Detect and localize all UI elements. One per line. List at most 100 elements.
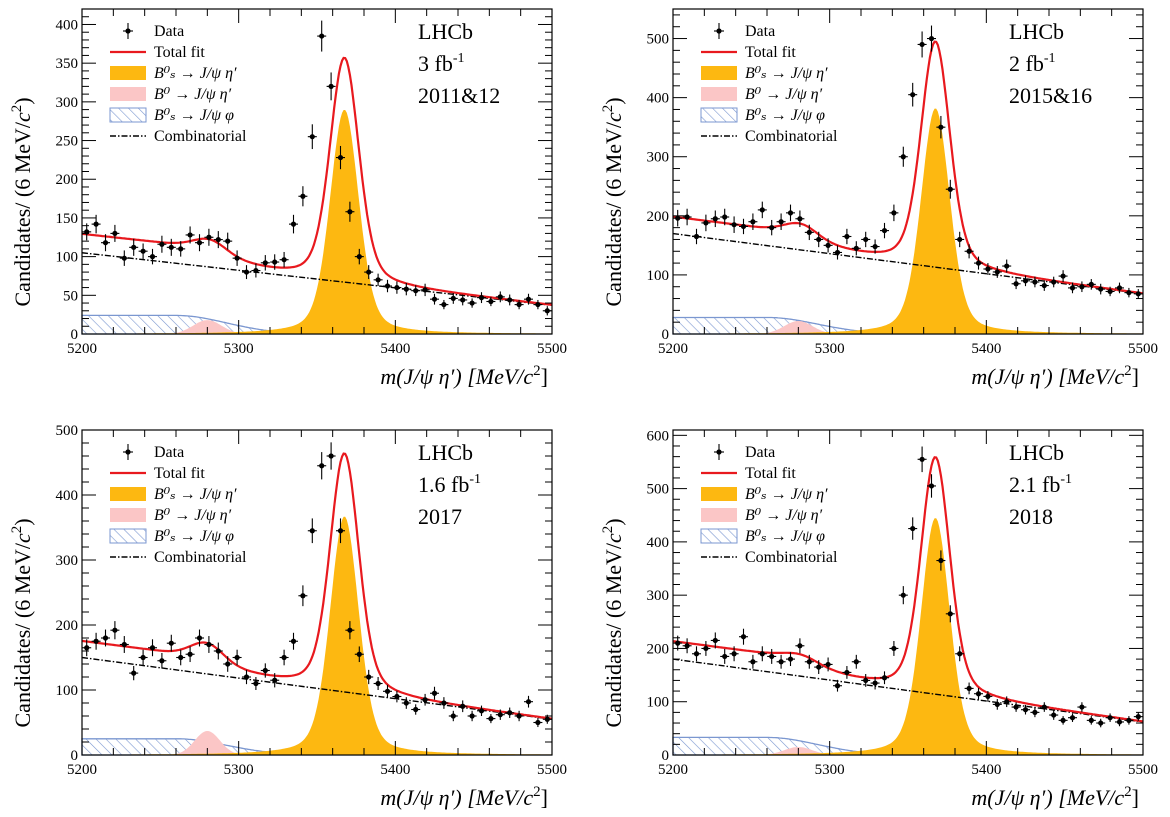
data-point <box>477 292 486 304</box>
legend-label-data: Data <box>154 444 184 461</box>
y-tick-label: 350 <box>56 56 79 72</box>
data-point <box>898 586 908 605</box>
ylabel-exponent: 2 <box>600 105 616 113</box>
data-point <box>533 717 543 728</box>
data-point <box>870 676 880 690</box>
legend-bs-etaprime-swatch <box>701 487 737 501</box>
lumi-exponent: -1 <box>1060 472 1072 487</box>
legend-label-bs-etaprime: B⁰ₛ → J/ψ η′ <box>745 486 828 503</box>
data-point <box>392 281 402 294</box>
data-point <box>1124 716 1134 725</box>
data-point <box>673 209 683 227</box>
data-point <box>467 710 477 722</box>
xlabel-close: ] <box>541 364 548 389</box>
ylabel-c: c <box>601 533 626 543</box>
ylabel-c: c <box>10 112 35 122</box>
fit-components <box>672 456 1144 756</box>
data-point <box>157 235 167 253</box>
data-point <box>880 671 889 685</box>
data-point <box>992 266 1002 278</box>
x-tick-label: 5200 <box>658 762 688 778</box>
x-tick-label: 5300 <box>224 762 254 778</box>
x-axis-label: m(J/ψ η′) [MeV/c2] <box>971 784 1139 810</box>
x-tick-label: 5200 <box>67 762 97 778</box>
data-point <box>91 632 101 650</box>
axis-ticks: 0 50 100 150 200 250 300 350 400 5200 5300 5400 5500 <box>56 8 567 357</box>
xlabel-main: m(J/ψ η′) [MeV/ <box>380 364 525 389</box>
y-tick-label: 0 <box>71 327 79 343</box>
data-point <box>298 585 308 607</box>
data-point <box>467 298 477 308</box>
y-tick-label: 400 <box>56 17 79 33</box>
data-point <box>204 636 214 653</box>
data-point <box>823 657 833 672</box>
y-tick-label: 150 <box>56 211 79 227</box>
data-point <box>119 250 129 266</box>
lumi-value: 2 fb <box>1009 51 1044 76</box>
bs-etaprime-component <box>673 518 1143 755</box>
data-point <box>945 605 955 623</box>
data-point <box>448 710 458 722</box>
y-tick-label: 50 <box>63 288 78 304</box>
experiment-label: LHCb <box>418 19 473 44</box>
data-point <box>851 241 861 256</box>
legend-b0-etaprime-swatch <box>701 508 737 522</box>
luminosity-label: 3 fb-1 <box>418 51 465 76</box>
data-point <box>232 649 242 666</box>
data-point <box>401 697 411 709</box>
data-point <box>223 656 233 672</box>
legend-label-bs-phi: B⁰ₛ → J/ψ φ <box>154 107 234 124</box>
data-point <box>1133 712 1143 721</box>
data-point <box>729 216 739 233</box>
xlabel-exponent: 2 <box>1124 363 1132 379</box>
xlabel-exponent: 2 <box>1124 784 1132 800</box>
data-point <box>1030 707 1040 718</box>
data-point <box>804 224 814 241</box>
experiment-label: LHCb <box>418 440 473 465</box>
data-point <box>833 679 842 692</box>
legend: Data Total fit B⁰ₛ → J/ψ η′ B⁰ → J/ψ η′ … <box>700 444 838 566</box>
x-tick-label: 5400 <box>971 341 1001 357</box>
data-point <box>289 214 298 234</box>
y-tick-label: 500 <box>647 482 670 498</box>
data-point <box>251 263 261 278</box>
data-point <box>326 72 336 101</box>
data-point <box>373 273 383 287</box>
total-fit-curve <box>672 456 1144 723</box>
y-tick-label: 200 <box>647 209 670 225</box>
legend-label-data: Data <box>154 23 184 40</box>
data-point <box>992 699 1002 710</box>
data-point <box>927 474 936 498</box>
data-point <box>307 518 317 544</box>
data-points <box>673 446 1143 728</box>
data-point <box>1096 718 1106 728</box>
data-point <box>1077 281 1087 293</box>
y-tick-label: 100 <box>56 683 79 699</box>
data-point <box>1105 286 1115 297</box>
data-point <box>936 550 946 571</box>
data-point <box>289 632 298 650</box>
legend-bs-etaprime-swatch <box>110 66 146 80</box>
xlabel-exponent: 2 <box>533 784 541 800</box>
xlabel-close: ] <box>541 785 548 810</box>
data-point <box>524 293 533 305</box>
luminosity-label: 2.1 fb-1 <box>1009 472 1072 497</box>
data-point <box>148 248 157 265</box>
data-points <box>82 442 552 728</box>
legend-label-total-fit: Total fit <box>154 44 205 61</box>
data-point <box>110 621 120 640</box>
data-point <box>279 251 289 268</box>
data-point <box>682 208 692 226</box>
data-point <box>955 231 965 248</box>
data-point <box>786 652 795 667</box>
legend-data-marker <box>123 444 133 460</box>
data-point <box>710 210 720 228</box>
legend-bs-etaprime-swatch <box>701 66 737 80</box>
data-point <box>1068 713 1077 722</box>
data-point <box>82 223 92 241</box>
data-point <box>1086 279 1096 290</box>
total-fit-curve <box>672 40 1144 295</box>
data-point <box>786 204 795 222</box>
bs-etaprime-component <box>82 110 552 334</box>
